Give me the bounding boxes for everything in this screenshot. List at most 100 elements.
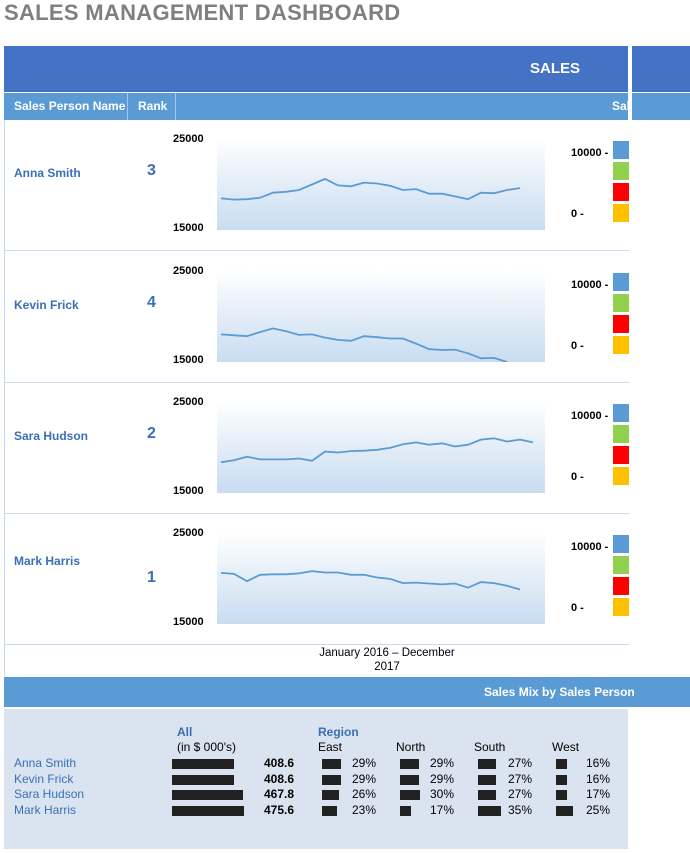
sales-trend-chart bbox=[217, 138, 545, 230]
legend-color-swatch bbox=[613, 204, 629, 222]
mini-chart-top-label: 10000 - bbox=[571, 279, 609, 291]
mini-chart-bottom-label: 0 - bbox=[571, 602, 584, 614]
region-share-bar bbox=[400, 774, 420, 785]
mini-chart-top-label: 10000 - bbox=[571, 541, 609, 553]
legend-color-swatch bbox=[613, 141, 629, 159]
sales-person-name[interactable]: Mark Harris bbox=[14, 554, 81, 568]
legend-color-swatch bbox=[613, 404, 629, 422]
column-header-notch bbox=[628, 93, 632, 120]
trend-y-max-label: 25000 bbox=[173, 527, 204, 539]
trend-y-min-label: 15000 bbox=[173, 616, 204, 628]
sales-trend-chart bbox=[217, 401, 545, 493]
region-header-south: South bbox=[474, 740, 506, 754]
region-share-bar bbox=[400, 806, 412, 817]
sales-mix-row-name[interactable]: Sara Hudson bbox=[14, 787, 85, 802]
total-sales-value: 408.6 bbox=[263, 756, 294, 770]
x-axis-caption: January 2016 – December 2017 bbox=[319, 647, 455, 673]
mini-chart-bottom-label: 0 - bbox=[571, 471, 584, 483]
legend-color-swatch bbox=[613, 294, 629, 312]
region-share-bar bbox=[322, 806, 338, 817]
trend-y-min-label: 15000 bbox=[173, 354, 204, 366]
sales-person-rank: 4 bbox=[147, 294, 156, 311]
region-share-percent: 35% bbox=[507, 803, 532, 818]
page-title: SALES MANAGEMENT DASHBOARD bbox=[4, 0, 401, 25]
region-share-bar bbox=[478, 774, 496, 785]
sales-mix-header-band: Sales Mix by Sales Person bbox=[4, 677, 690, 707]
region-share-percent: 16% bbox=[585, 756, 610, 770]
legend-color-swatch bbox=[613, 598, 629, 616]
region-share-bar bbox=[556, 806, 573, 817]
sales-trend-chart bbox=[217, 270, 545, 362]
trend-series-line bbox=[220, 177, 521, 201]
sales-header-label: SALES bbox=[530, 60, 581, 77]
region-share-percent: 26% bbox=[351, 787, 376, 802]
region-share-percent: 29% bbox=[351, 756, 376, 770]
sales-person-rank: 1 bbox=[147, 569, 156, 586]
region-header-west: West bbox=[552, 740, 580, 754]
sales-person-name[interactable]: Anna Smith bbox=[14, 166, 81, 180]
legend-color-swatch bbox=[613, 577, 629, 595]
sales-person-name[interactable]: Sara Hudson bbox=[14, 429, 89, 443]
sales-mix-row-name[interactable]: Mark Harris bbox=[14, 803, 76, 818]
region-share-percent: 27% bbox=[507, 787, 532, 802]
sales-person-rows: Anna Smith 3 25000 15000 10000 - 0 - Kevin Fri… bbox=[4, 120, 629, 676]
region-share-percent: 23% bbox=[351, 803, 376, 818]
trend-series-line bbox=[220, 327, 508, 362]
total-sales-value: 408.6 bbox=[263, 771, 294, 786]
trend-series-line bbox=[220, 570, 521, 591]
region-label: Region bbox=[318, 725, 359, 739]
region-header-east: East bbox=[318, 740, 343, 754]
region-share-percent: 27% bbox=[507, 771, 532, 786]
legend-color-swatch bbox=[613, 336, 629, 354]
sales-person-name[interactable]: Kevin Frick bbox=[14, 298, 79, 312]
trend-y-min-label: 15000 bbox=[173, 222, 204, 234]
region-share-percent: 30% bbox=[429, 787, 454, 802]
region-share-percent: 16% bbox=[585, 771, 610, 786]
region-share-bar bbox=[478, 759, 496, 769]
legend-color-swatch bbox=[613, 183, 629, 201]
region-share-bar bbox=[556, 759, 567, 769]
column-header-row: Sales Person Name Rank Sales bbox=[4, 93, 690, 120]
sales-person-row: Kevin Frick 4 25000 15000 10000 - 0 - bbox=[5, 252, 629, 383]
sales-trend-chart bbox=[217, 532, 545, 624]
region-header-north: North bbox=[396, 740, 426, 754]
total-sales-bar bbox=[172, 790, 243, 801]
sales-mix-row-name[interactable]: Kevin Frick bbox=[14, 771, 74, 786]
region-share-bar bbox=[478, 790, 496, 801]
units-label: (in $ 000's) bbox=[177, 740, 236, 754]
sales-header-notch bbox=[628, 46, 632, 92]
sales-mix-panel: All (in $ 000's) Region East North South We… bbox=[4, 709, 628, 849]
legend-color-swatch bbox=[613, 467, 629, 485]
trend-y-max-label: 25000 bbox=[173, 265, 204, 277]
region-share-percent: 29% bbox=[429, 771, 454, 786]
total-sales-bar bbox=[172, 759, 234, 769]
trend-y-max-label: 25000 bbox=[173, 396, 204, 408]
column-header-sales: Sales bbox=[612, 99, 632, 113]
mini-chart-bottom-label: 0 - bbox=[571, 208, 584, 220]
sales-person-rank: 3 bbox=[147, 162, 156, 179]
all-label: All bbox=[177, 725, 193, 739]
region-share-percent: 25% bbox=[585, 803, 610, 818]
region-share-percent: 17% bbox=[585, 787, 610, 802]
region-share-bar bbox=[556, 774, 567, 785]
region-share-bar bbox=[322, 774, 342, 785]
region-share-percent: 27% bbox=[507, 756, 532, 770]
legend-color-swatch bbox=[613, 535, 629, 553]
region-share-percent: 29% bbox=[351, 771, 376, 786]
trend-y-min-label: 15000 bbox=[173, 485, 204, 497]
legend-color-swatch bbox=[613, 162, 629, 180]
column-header-name: Sales Person Name bbox=[4, 93, 128, 120]
column-header-rank: Rank bbox=[128, 93, 176, 120]
sales-person-rank: 2 bbox=[147, 425, 156, 442]
legend-color-swatch bbox=[613, 315, 629, 333]
sales-mix-header-label: Sales Mix by Sales Person bbox=[484, 685, 635, 699]
region-share-bar bbox=[322, 790, 340, 801]
legend-color-swatch bbox=[613, 446, 629, 464]
total-sales-value: 475.6 bbox=[263, 803, 294, 818]
sales-mix-row-name[interactable]: Anna Smith bbox=[14, 756, 77, 770]
trend-series-line bbox=[220, 437, 534, 464]
sales-header-band: SALES bbox=[4, 46, 690, 92]
total-sales-bar bbox=[172, 806, 244, 817]
region-share-bar bbox=[478, 806, 502, 817]
sales-person-row: Sara Hudson 2 25000 15000 10000 - 0 - bbox=[5, 383, 629, 514]
